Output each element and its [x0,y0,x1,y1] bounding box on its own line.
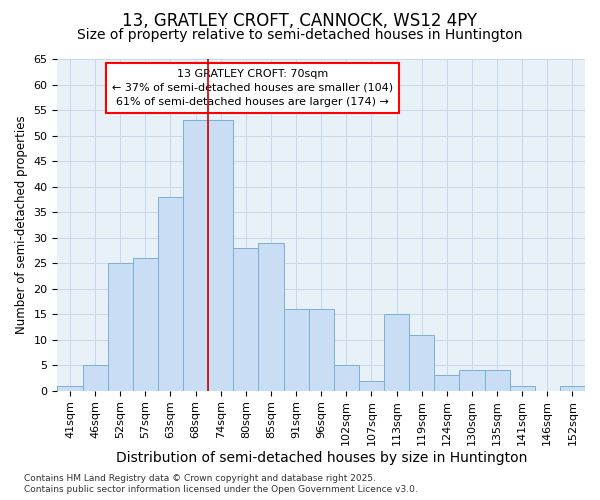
Bar [133,258,158,390]
Text: Size of property relative to semi-detached houses in Huntington: Size of property relative to semi-detach… [77,28,523,42]
Bar [259,242,284,390]
Bar [334,365,359,390]
Bar [434,376,460,390]
Bar [384,314,409,390]
Bar [509,386,535,390]
Bar [183,120,208,390]
Bar [485,370,509,390]
Bar [107,263,133,390]
Bar [58,386,83,390]
Bar [284,309,308,390]
Bar [83,365,107,390]
Bar [359,380,384,390]
Bar [208,120,233,390]
Bar [560,386,585,390]
Text: 13, GRATLEY CROFT, CANNOCK, WS12 4PY: 13, GRATLEY CROFT, CANNOCK, WS12 4PY [122,12,478,30]
Text: 13 GRATLEY CROFT: 70sqm
← 37% of semi-detached houses are smaller (104)
61% of s: 13 GRATLEY CROFT: 70sqm ← 37% of semi-de… [112,69,393,107]
Bar [409,334,434,390]
X-axis label: Distribution of semi-detached houses by size in Huntington: Distribution of semi-detached houses by … [116,451,527,465]
Bar [233,248,259,390]
Text: Contains HM Land Registry data © Crown copyright and database right 2025.
Contai: Contains HM Land Registry data © Crown c… [24,474,418,494]
Bar [158,197,183,390]
Bar [308,309,334,390]
Bar [460,370,485,390]
Y-axis label: Number of semi-detached properties: Number of semi-detached properties [15,116,28,334]
